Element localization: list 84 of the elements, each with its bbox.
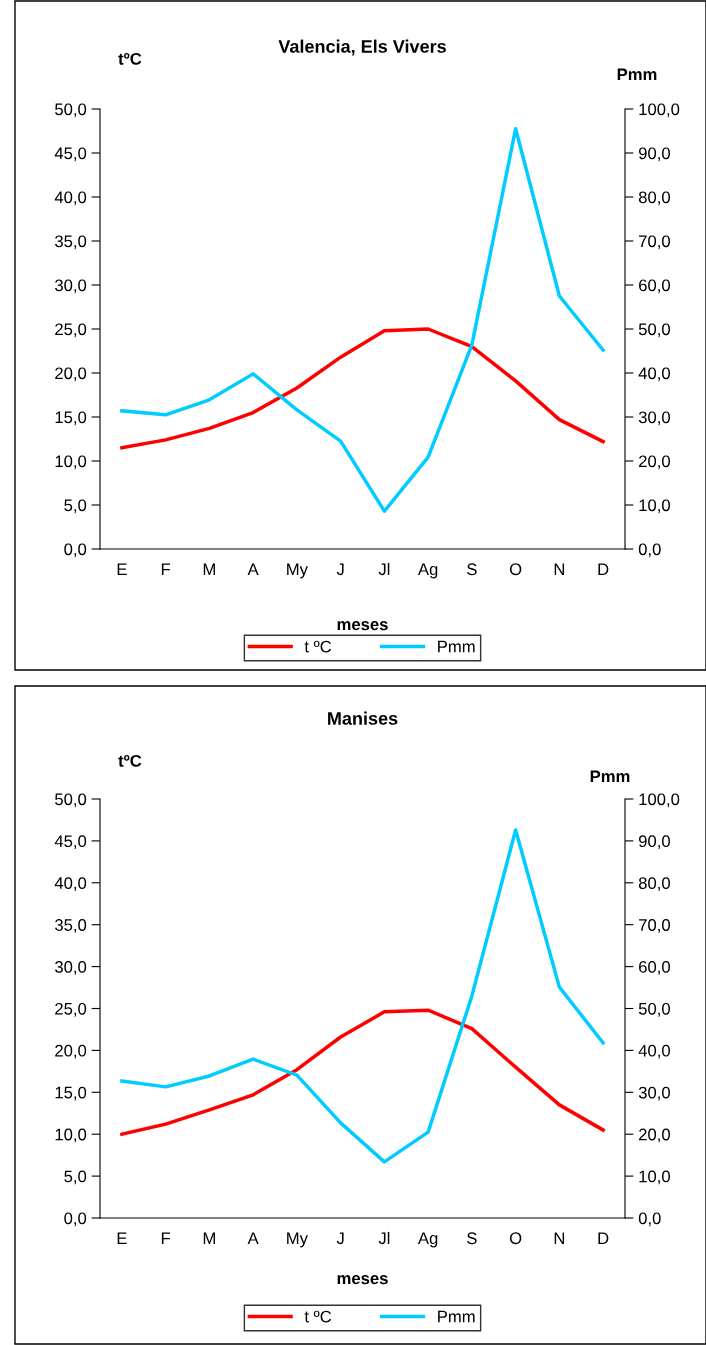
y2-tick-label: 80,0	[638, 877, 670, 891]
y-tick-label: 45,0	[54, 835, 87, 850]
y-tick-label: 5,0	[64, 499, 87, 514]
line-series	[120, 127, 605, 513]
y-tick-label: 45,0	[54, 147, 87, 162]
legend-label: Pmm	[438, 1310, 475, 1323]
y-tick-label: 25,0	[55, 1002, 87, 1017]
x-tick-label: Jl	[378, 1231, 390, 1245]
y-tick-label: 40,0	[54, 877, 87, 891]
y-tick-label: 35,0	[55, 919, 87, 933]
y2-tick-label: 30,0	[638, 411, 670, 426]
line-series	[120, 828, 605, 1164]
x-tick-label: N	[554, 1232, 565, 1244]
y2-tick-label: 100,0	[639, 103, 680, 118]
y2-axis-title: Pmm	[590, 770, 630, 783]
y-tick-label: 50,0	[55, 103, 87, 118]
x-tick-label: M	[203, 563, 215, 575]
x-tick-label: Ag	[417, 1232, 438, 1248]
legend-label: t ºC	[304, 1310, 332, 1323]
chart-title: Valencia, Els Vivers	[278, 39, 446, 56]
y-tick-label: 15,0	[55, 1086, 87, 1101]
y-axis-title: tºC	[118, 754, 142, 767]
y-tick-label: 20,0	[55, 1044, 87, 1059]
legend-label: t ºC	[304, 640, 332, 653]
x-tick-label: N	[554, 563, 565, 575]
y2-tick-label: 40,0	[638, 367, 670, 382]
x-tick-label: My	[287, 1232, 308, 1248]
y-tick-label: 0,0	[64, 543, 87, 558]
y-tick-label: 30,0	[55, 279, 87, 294]
y-tick-label: 50,0	[55, 793, 87, 808]
x-tick-label: A	[247, 563, 259, 575]
y2-axis-title: Pmm	[617, 68, 657, 81]
y2-tick-label: 0,0	[638, 1212, 661, 1227]
x-tick-label: F	[161, 563, 171, 575]
y2-tick-label: 70,0	[639, 919, 670, 933]
y2-tick-label: 60,0	[639, 961, 670, 975]
y2-tick-label: 50,0	[638, 323, 670, 338]
y-tick-label: 35,0	[55, 235, 87, 250]
x-tick-label: O	[509, 563, 522, 576]
y-tick-label: 20,0	[55, 367, 87, 382]
line-series	[120, 1008, 605, 1136]
chart-title: Manises	[328, 711, 398, 725]
x-tick-label: S	[467, 1232, 477, 1245]
y2-tick-label: 90,0	[638, 147, 670, 162]
y2-tick-label: 0,0	[638, 543, 661, 558]
legend-label: Pmm	[438, 640, 475, 653]
x-tick-label: D	[598, 563, 609, 575]
y2-tick-label: 10,0	[639, 1170, 670, 1185]
line-series	[120, 327, 605, 450]
y-tick-label: 0,0	[64, 1212, 87, 1227]
x-tick-label: E	[117, 563, 127, 575]
y-tick-label: 10,0	[55, 455, 87, 470]
y-tick-label: 5,0	[64, 1170, 87, 1185]
y2-tick-label: 90,0	[638, 835, 670, 850]
x-tick-label: Jl	[378, 562, 390, 576]
y2-tick-label: 100,0	[639, 793, 680, 808]
x-tick-label: Ag	[417, 563, 438, 579]
y-tick-label: 10,0	[55, 1128, 87, 1143]
y2-tick-label: 70,0	[639, 235, 670, 250]
y2-tick-label: 40,0	[638, 1044, 670, 1059]
x-tick-label: F	[161, 1232, 171, 1244]
y-tick-label: 25,0	[55, 323, 87, 338]
y2-tick-label: 50,0	[638, 1002, 670, 1017]
x-tick-label: J	[336, 563, 344, 576]
y2-tick-label: 10,0	[639, 499, 670, 514]
x-tick-label: J	[336, 1232, 344, 1245]
x-tick-label: A	[247, 1232, 259, 1244]
x-tick-label: S	[467, 563, 477, 576]
x-axis-title: meses	[337, 621, 388, 631]
x-tick-label: O	[509, 1232, 522, 1245]
x-tick-label: D	[598, 1232, 609, 1244]
x-tick-label: My	[287, 563, 308, 579]
y2-tick-label: 20,0	[639, 1128, 670, 1143]
y-tick-label: 40,0	[54, 191, 87, 206]
x-tick-label: E	[117, 1232, 127, 1244]
y-tick-label: 15,0	[55, 411, 87, 426]
x-axis-title: meses	[337, 1275, 388, 1285]
y-axis-title: tºC	[118, 52, 142, 65]
y2-tick-label: 60,0	[639, 279, 670, 294]
y2-tick-label: 20,0	[639, 455, 670, 470]
x-tick-label: M	[203, 1232, 215, 1244]
y2-tick-label: 30,0	[638, 1086, 670, 1101]
y-tick-label: 30,0	[55, 961, 87, 975]
y2-tick-label: 80,0	[638, 191, 670, 206]
